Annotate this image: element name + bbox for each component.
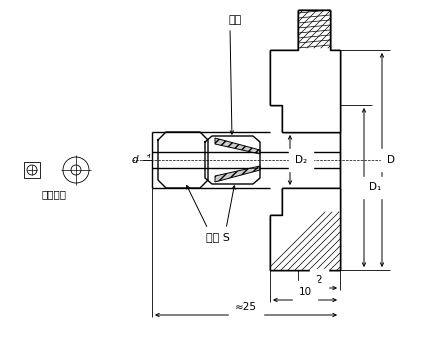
Text: 卡套: 卡套: [228, 15, 242, 25]
Text: 2: 2: [316, 275, 322, 285]
Text: D₁: D₁: [369, 182, 381, 192]
Polygon shape: [215, 138, 260, 154]
Text: 10: 10: [299, 287, 311, 297]
Text: 板手 S: 板手 S: [206, 232, 230, 242]
Polygon shape: [270, 10, 340, 132]
Text: d: d: [131, 155, 138, 165]
Text: D₂: D₂: [295, 155, 307, 165]
Text: D: D: [387, 155, 395, 165]
Polygon shape: [215, 166, 260, 182]
Text: 固定卡套: 固定卡套: [41, 189, 66, 199]
Polygon shape: [270, 188, 340, 270]
Text: ≈25: ≈25: [235, 302, 257, 312]
Bar: [24, 162, 40, 178]
